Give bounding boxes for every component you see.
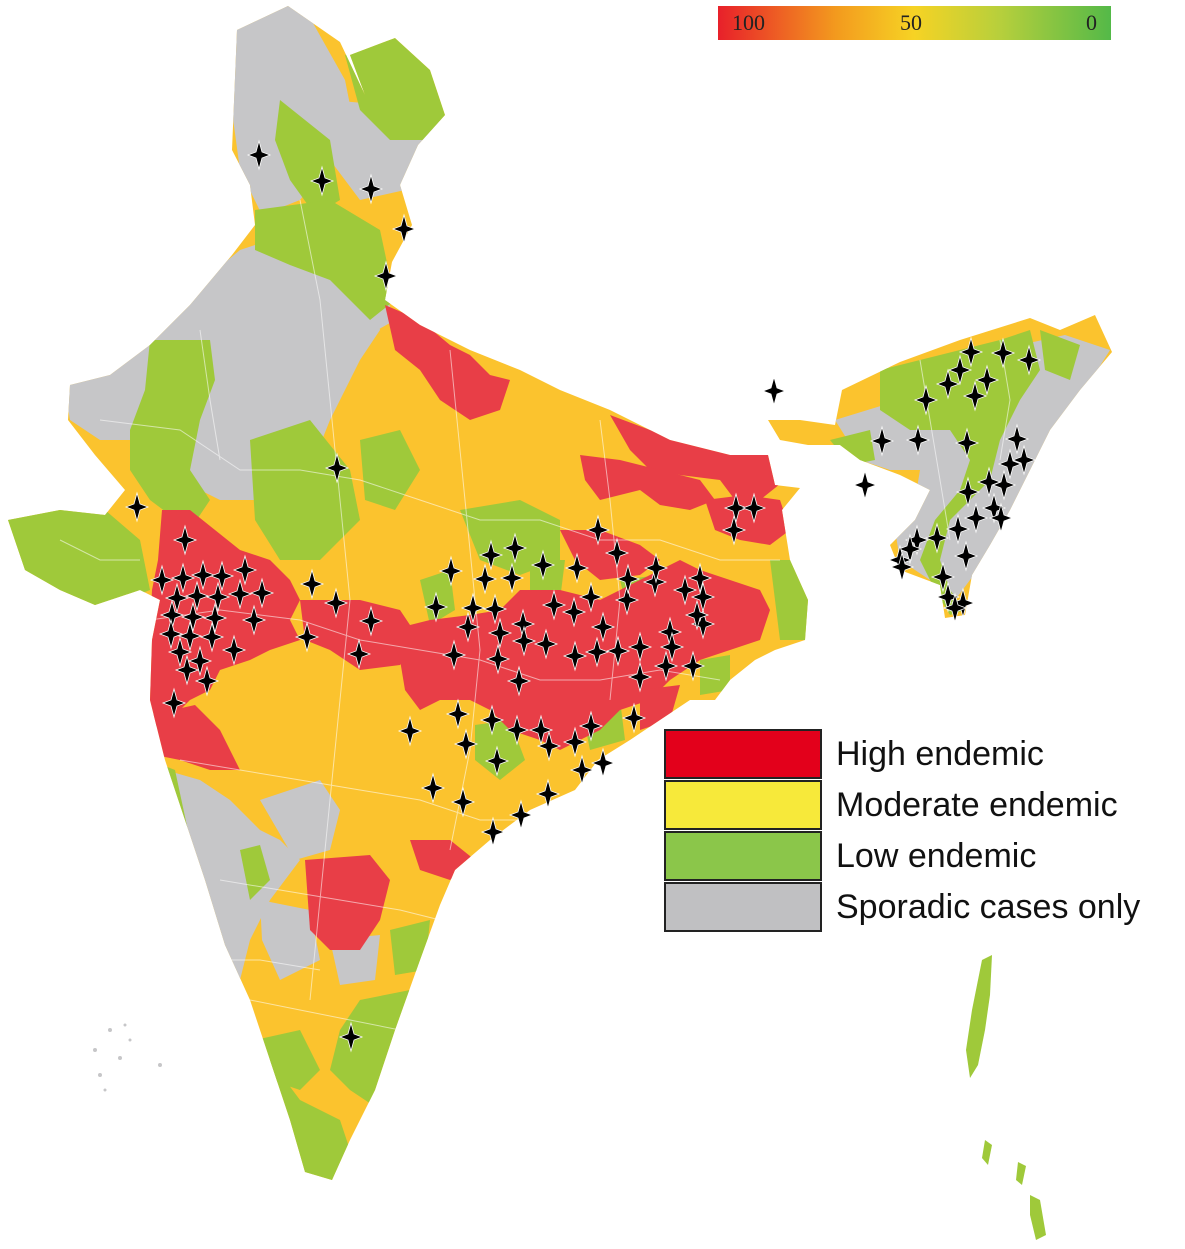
legend-label-moderate: Moderate endemic — [836, 786, 1118, 824]
legend-item-low: Low endemic — [664, 831, 1140, 882]
legend-label-sporadic: Sporadic cases only — [836, 888, 1141, 926]
andaman-nicobar-islands — [966, 955, 1046, 1240]
legend-item-moderate: Moderate endemic — [664, 780, 1140, 831]
color-scale-bar: 100 50 0 — [718, 6, 1111, 40]
legend-item-high: High endemic — [664, 729, 1140, 780]
legend-label-low: Low endemic — [836, 837, 1037, 875]
legend-swatch-sporadic — [664, 882, 822, 932]
legend-swatch-low — [664, 831, 822, 881]
scale-label-low: 0 — [1086, 10, 1097, 35]
legend-swatch-moderate — [664, 780, 822, 830]
legend-item-sporadic: Sporadic cases only — [664, 882, 1140, 933]
scale-label-mid: 50 — [900, 10, 922, 35]
legend: High endemic Moderate endemic Low endemi… — [664, 729, 1140, 933]
case-marker-icon — [762, 376, 786, 406]
legend-label-high: High endemic — [836, 735, 1044, 773]
lakshadweep-islands — [93, 1023, 162, 1092]
scale-label-high: 100 — [732, 10, 765, 35]
case-marker-icon — [853, 470, 877, 500]
legend-swatch-high — [664, 729, 822, 779]
